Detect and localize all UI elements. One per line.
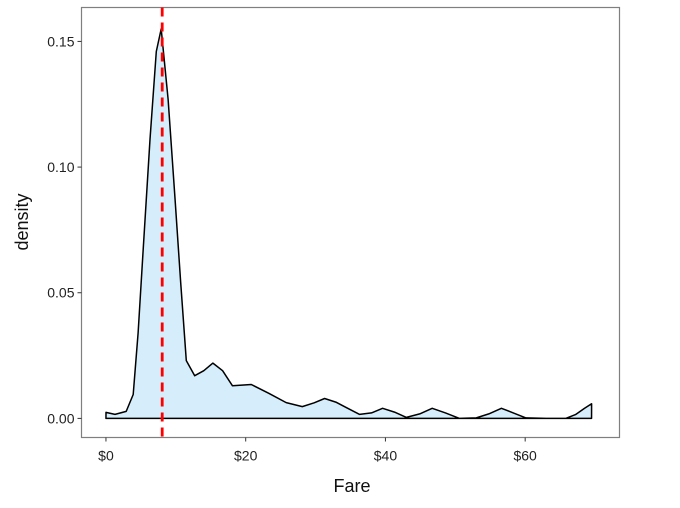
x-tick-label: $40	[374, 448, 398, 464]
x-axis-title: Fare	[333, 476, 370, 496]
y-axis-title: density	[12, 193, 32, 250]
x-tick-label: $60	[513, 448, 537, 464]
x-tick-label: $0	[98, 448, 114, 464]
y-tick-label: 0.00	[47, 410, 74, 426]
y-tick-label: 0.15	[47, 33, 74, 49]
y-tick-label: 0.05	[47, 285, 74, 301]
x-tick-label: $20	[234, 448, 258, 464]
density-area	[105, 28, 593, 420]
y-tick-label: 0.10	[47, 159, 74, 175]
